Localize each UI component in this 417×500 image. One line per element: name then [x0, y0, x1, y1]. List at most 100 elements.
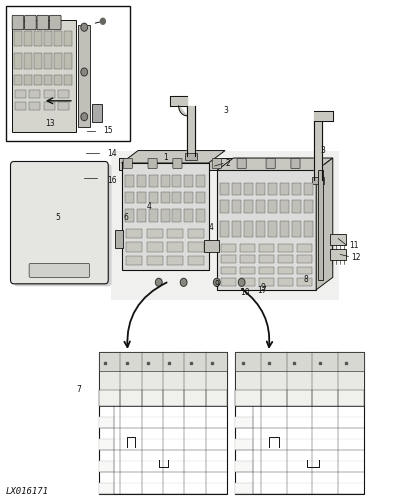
Bar: [14, 30, 22, 46]
Circle shape: [81, 113, 88, 120]
Bar: [121, 163, 208, 270]
Bar: [217, 170, 316, 290]
Bar: [244, 183, 253, 195]
Bar: [256, 221, 265, 236]
FancyBboxPatch shape: [29, 264, 90, 278]
Bar: [5, 6, 130, 140]
Text: 1: 1: [163, 152, 168, 162]
Text: 5: 5: [55, 213, 60, 222]
Bar: [236, 439, 254, 450]
Polygon shape: [121, 150, 225, 163]
Bar: [236, 352, 364, 494]
FancyBboxPatch shape: [14, 164, 112, 286]
Bar: [304, 200, 313, 212]
Bar: [168, 228, 183, 238]
Text: 7: 7: [76, 384, 81, 394]
Bar: [280, 183, 289, 195]
Bar: [240, 256, 255, 263]
Bar: [221, 266, 236, 274]
Bar: [297, 244, 312, 252]
Bar: [99, 352, 227, 371]
Bar: [318, 170, 323, 280]
Bar: [15, 90, 26, 98]
Text: 10: 10: [240, 288, 250, 297]
Bar: [236, 352, 364, 371]
Bar: [221, 244, 236, 252]
Bar: [220, 200, 229, 212]
Bar: [232, 183, 241, 195]
Bar: [161, 209, 169, 222]
FancyBboxPatch shape: [37, 16, 49, 30]
Bar: [149, 192, 158, 203]
Bar: [221, 278, 236, 285]
Circle shape: [156, 278, 162, 286]
Bar: [297, 266, 312, 274]
Text: 12: 12: [352, 253, 361, 262]
Bar: [126, 242, 142, 252]
Bar: [137, 209, 146, 222]
Bar: [12, 20, 76, 132]
Bar: [259, 278, 274, 285]
Bar: [99, 439, 114, 450]
Text: 4: 4: [146, 202, 151, 211]
Circle shape: [214, 278, 220, 286]
Bar: [54, 53, 62, 68]
Bar: [220, 221, 229, 236]
Bar: [232, 200, 241, 212]
Bar: [149, 176, 158, 186]
Bar: [278, 256, 293, 263]
Bar: [268, 200, 277, 212]
Bar: [236, 352, 364, 406]
Bar: [240, 244, 255, 252]
Bar: [292, 183, 301, 195]
Bar: [44, 53, 52, 68]
Bar: [99, 390, 227, 406]
Bar: [188, 228, 204, 238]
Bar: [149, 209, 158, 222]
Bar: [58, 90, 69, 98]
Text: 14: 14: [107, 148, 117, 158]
Text: 15: 15: [103, 126, 113, 135]
Polygon shape: [316, 158, 333, 290]
FancyBboxPatch shape: [12, 16, 24, 30]
Bar: [111, 150, 339, 300]
Circle shape: [180, 278, 187, 286]
Bar: [188, 242, 204, 252]
Bar: [330, 249, 346, 260]
Bar: [292, 200, 301, 212]
Bar: [203, 240, 219, 252]
FancyBboxPatch shape: [173, 158, 182, 168]
Bar: [236, 461, 254, 471]
Bar: [240, 278, 255, 285]
Bar: [259, 244, 274, 252]
Bar: [14, 53, 22, 68]
Bar: [280, 200, 289, 212]
Polygon shape: [178, 106, 187, 116]
Bar: [125, 176, 134, 186]
Bar: [14, 75, 22, 85]
Text: LX016171: LX016171: [5, 487, 48, 496]
Text: 4: 4: [208, 223, 214, 232]
Text: 16: 16: [107, 176, 117, 185]
Bar: [259, 256, 274, 263]
FancyBboxPatch shape: [266, 158, 275, 168]
Bar: [24, 30, 32, 46]
Bar: [256, 183, 265, 195]
Text: 6: 6: [123, 213, 128, 222]
Text: 9: 9: [260, 283, 265, 292]
Text: 3: 3: [320, 146, 325, 155]
Circle shape: [239, 278, 245, 286]
Bar: [185, 152, 197, 160]
Bar: [126, 228, 142, 238]
Bar: [161, 192, 169, 203]
Bar: [278, 278, 293, 285]
Bar: [330, 234, 346, 245]
Bar: [137, 176, 146, 186]
Bar: [278, 266, 293, 274]
Bar: [278, 244, 293, 252]
Bar: [280, 221, 289, 236]
Bar: [147, 256, 163, 266]
Bar: [99, 352, 227, 494]
Bar: [125, 192, 134, 203]
Bar: [126, 256, 142, 266]
